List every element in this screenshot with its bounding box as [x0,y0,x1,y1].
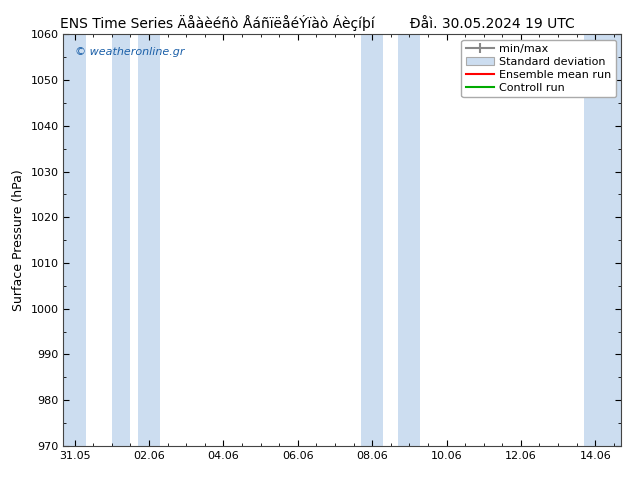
Bar [584,34,621,446]
Bar [63,34,86,446]
Bar [398,34,420,446]
Bar [112,34,131,446]
Bar [361,34,384,446]
Legend: min/max, Standard deviation, Ensemble mean run, Controll run: min/max, Standard deviation, Ensemble me… [462,40,616,97]
Y-axis label: Surface Pressure (hPa): Surface Pressure (hPa) [12,169,25,311]
Bar [138,34,160,446]
Text: ENS Time Series Äåàèéñò ÅáñïëåéÝïàò Áèçíþí        Ðåì. 30.05.2024 19 UTC: ENS Time Series Äåàèéñò ÅáñïëåéÝïàò Áèçí… [60,15,574,31]
Text: © weatheronline.gr: © weatheronline.gr [75,47,184,57]
